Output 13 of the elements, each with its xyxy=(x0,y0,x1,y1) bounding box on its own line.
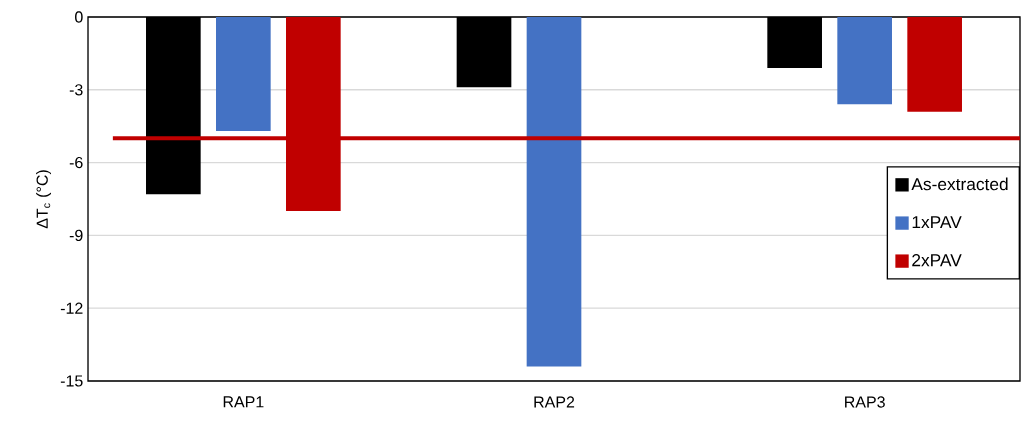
y-tick-label: -3 xyxy=(69,84,83,96)
y-tick-label: 0 xyxy=(75,11,83,23)
y-tick-label: -12 xyxy=(60,302,83,314)
y-tick-label: -6 xyxy=(69,156,83,169)
x-tick-label: RAP2 xyxy=(534,396,575,408)
y-tick-label: -9 xyxy=(69,229,83,242)
legend-label: As-extracted xyxy=(911,177,1008,191)
y-axis-title: ΔT$_{c}$ (°C) xyxy=(36,170,52,229)
x-tick-label: RAP3 xyxy=(845,396,885,408)
x-tick-label: RAP1 xyxy=(223,396,264,408)
y-tick-label: -15 xyxy=(60,375,83,387)
legend-label: 2xPAV xyxy=(912,254,962,267)
legend-label: 1xPAV xyxy=(912,216,962,229)
